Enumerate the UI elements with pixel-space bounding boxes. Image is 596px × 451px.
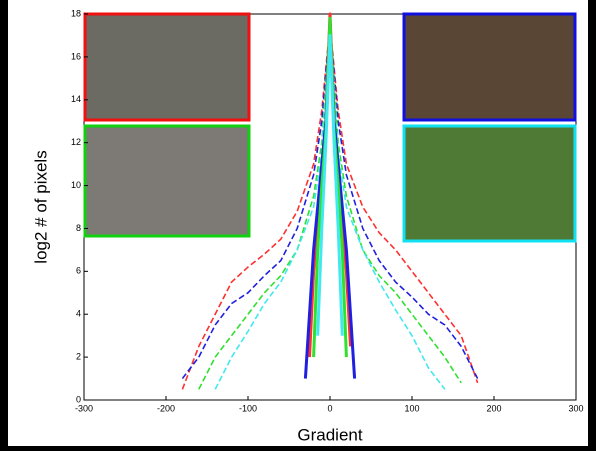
y-tick-label: 0 [76, 394, 81, 404]
y-tick-label: 6 [76, 266, 81, 276]
inset-photo [85, 126, 249, 236]
y-tick-label: 4 [76, 309, 81, 319]
inset-photo [404, 126, 575, 241]
y-axis-label: log2 # of pixels [31, 150, 50, 263]
chart: Gradient log2 # of pixels -300 -200 -100 0 1… [0, 0, 596, 446]
y-tick-label: 8 [76, 223, 81, 233]
y-tick-label: 16 [71, 51, 81, 61]
x-tick-label: -100 [239, 403, 257, 413]
x-tick-label: 0 [327, 403, 332, 413]
inset-photo [404, 14, 575, 120]
x-tick-label: 100 [404, 403, 419, 413]
y-tick-label: 18 [71, 8, 81, 18]
x-tick-label: -300 [75, 403, 93, 413]
x-tick-label: -200 [157, 403, 175, 413]
x-tick-label: 200 [486, 403, 501, 413]
inset-photo [85, 14, 249, 120]
y-tick-label: 2 [76, 351, 81, 361]
page: Gradient log2 # of pixels -300 -200 -100 0 1… [0, 0, 596, 446]
y-tick-label: 14 [71, 94, 81, 104]
x-axis-label: Gradient [297, 425, 362, 444]
y-tick-label: 10 [71, 180, 81, 190]
x-tick-label: 300 [568, 403, 583, 413]
y-tick-label: 12 [71, 137, 81, 147]
